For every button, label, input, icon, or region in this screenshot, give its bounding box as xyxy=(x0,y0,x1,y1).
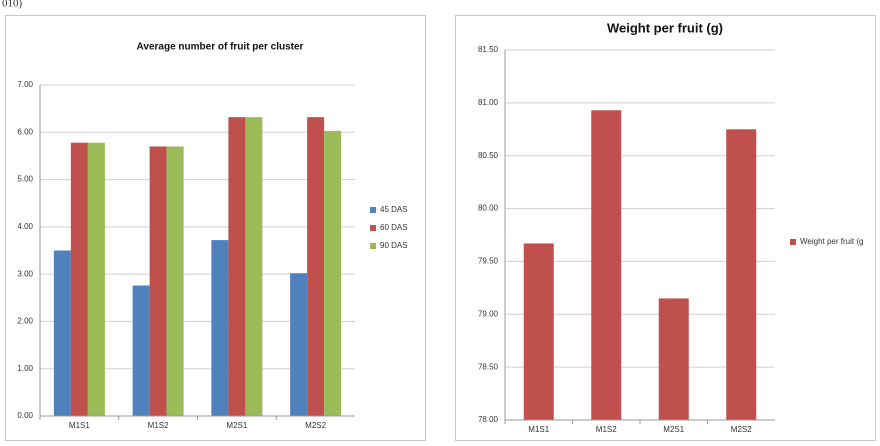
y-tick-label: 7.00 xyxy=(17,80,33,89)
bar xyxy=(166,146,184,416)
bar xyxy=(87,142,105,416)
bar xyxy=(211,240,229,416)
y-tick-label: 1.00 xyxy=(17,364,33,373)
y-tick-label: 5.00 xyxy=(17,175,33,184)
bar xyxy=(53,250,71,416)
bar xyxy=(132,285,150,416)
bar xyxy=(228,117,246,416)
bar xyxy=(307,117,325,416)
y-tick-label: 81.50 xyxy=(478,45,499,54)
x-tick-label: M2S2 xyxy=(731,425,752,434)
bar xyxy=(290,273,308,416)
y-tick-label: 6.00 xyxy=(17,127,33,136)
legend-swatch xyxy=(790,239,796,245)
legend-swatch xyxy=(370,225,376,231)
bar xyxy=(523,243,554,420)
y-tick-label: 80.50 xyxy=(478,151,499,160)
y-tick-label: 3.00 xyxy=(17,269,33,278)
y-tick-label: 2.00 xyxy=(17,317,33,326)
annotation: 010) xyxy=(2,0,23,10)
bar xyxy=(324,130,342,417)
y-tick-label: 0.00 xyxy=(17,411,33,420)
x-tick-label: M1S1 xyxy=(69,421,90,430)
x-tick-label: M2S1 xyxy=(663,425,684,434)
bar xyxy=(591,110,622,420)
chart-title: Weight per fruit (g) xyxy=(607,20,723,35)
y-tick-label: 79.50 xyxy=(478,257,499,266)
y-tick-label: 79.00 xyxy=(478,309,499,318)
legend-label: 90 DAS xyxy=(380,241,408,250)
x-tick-label: M1S2 xyxy=(596,425,617,434)
legend-label: 45 DAS xyxy=(380,205,408,214)
y-tick-label: 4.00 xyxy=(17,222,33,231)
legend-swatch xyxy=(370,243,376,249)
chart-title: Average number of fruit per cluster xyxy=(137,42,304,53)
bar xyxy=(726,129,757,421)
legend-label: 60 DAS xyxy=(380,223,408,232)
x-tick-label: M2S2 xyxy=(305,421,326,430)
y-tick-label: 78.00 xyxy=(478,415,499,424)
y-tick-label: 78.50 xyxy=(478,362,499,371)
x-tick-label: M2S1 xyxy=(226,421,247,430)
y-tick-label: 80.00 xyxy=(478,204,499,213)
x-tick-label: M1S2 xyxy=(148,421,169,430)
y-tick-label: 81.00 xyxy=(478,98,499,107)
legend-label: Weight per fruit (g xyxy=(800,237,863,246)
x-tick-label: M1S1 xyxy=(528,425,549,434)
bar xyxy=(658,298,689,420)
legend-swatch xyxy=(370,207,376,213)
bar xyxy=(149,146,167,416)
bar xyxy=(70,142,88,416)
bar xyxy=(245,117,263,416)
